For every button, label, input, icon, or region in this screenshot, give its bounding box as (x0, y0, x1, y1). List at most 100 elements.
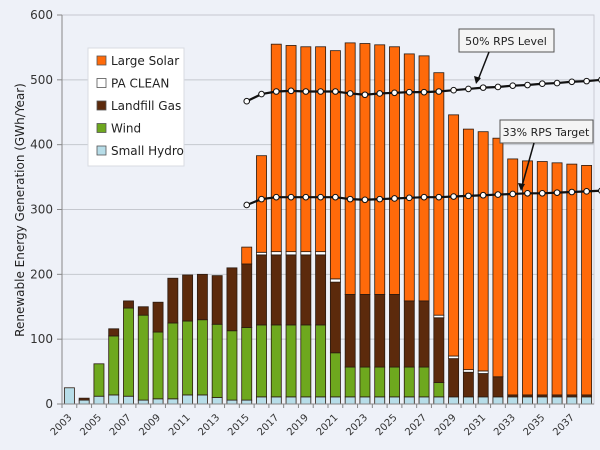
bar-segment-small-hydro (374, 396, 386, 405)
line-marker-50-rps-level (583, 77, 590, 85)
line-marker-33-rps-target (538, 189, 546, 197)
bar-segment-large-solar (315, 46, 327, 253)
line-marker-50-rps-level (568, 78, 576, 86)
bar-segment-wind (93, 363, 105, 397)
bar-stack-2037 (566, 163, 578, 405)
bar-segment-landfill-gas (270, 254, 282, 326)
bar-segment-wind (152, 331, 164, 400)
bar-segment-large-solar (477, 131, 489, 372)
bar-stack-2017 (270, 43, 282, 405)
bar-segment-small-hydro (581, 396, 593, 405)
bar-stack-2035 (536, 161, 548, 405)
bar-segment-wind (433, 382, 445, 398)
bar-segment-wind (137, 314, 149, 401)
legend-label: Large Solar (111, 54, 179, 68)
bar-stack-2021 (329, 50, 341, 405)
bar-segment-landfill-gas (182, 274, 194, 322)
bar-segment-landfill-gas (477, 373, 489, 398)
bar-segment-landfill-gas (418, 300, 430, 368)
bar-stack-2032 (492, 137, 504, 405)
line-marker-33-rps-target (553, 189, 561, 196)
bar-segment-large-solar (507, 158, 519, 396)
bar-segment-wind (270, 324, 282, 398)
bar-segment-landfill-gas (374, 294, 386, 368)
bar-segment-large-solar (492, 137, 504, 378)
bar-segment-small-hydro (226, 399, 238, 405)
line-marker-33-rps-target (583, 188, 590, 195)
y-tick-label: 0 (45, 397, 53, 411)
legend-swatch-small-hydro (96, 145, 107, 156)
bar-segment-small-hydro (300, 396, 312, 405)
annotation-50-rps-arrowhead (474, 76, 481, 84)
bar-segment-small-hydro (462, 396, 474, 405)
bar-segment-pa-clean (300, 251, 312, 256)
bar-segment-small-hydro (566, 396, 578, 405)
line-marker-50-rps-level (361, 91, 369, 99)
y-tick-label: 200 (30, 267, 53, 281)
bar-segment-small-hydro (63, 387, 75, 405)
line-marker-33-rps-target (376, 195, 384, 203)
bar-segment-large-solar (374, 44, 386, 295)
bar-segment-small-hydro (418, 396, 430, 405)
line-marker-50-rps-level (553, 79, 561, 87)
bar-segment-large-solar (389, 46, 400, 295)
bar-stack-2026 (403, 53, 415, 405)
line-marker-33-rps-target (332, 193, 339, 201)
bar-segment-pa-clean (315, 251, 327, 256)
bar-segment-small-hydro (108, 394, 120, 405)
line-marker-50-rps-level (435, 88, 443, 95)
bar-segment-large-solar (581, 165, 593, 396)
bar-segment-wind (196, 319, 208, 396)
legend-label: Landfill Gas (111, 99, 181, 113)
bar-segment-wind (123, 307, 134, 397)
line-marker-33-rps-target (258, 195, 265, 203)
y-axis-title: Renewable Energy Generation (GWh/Year) (13, 83, 27, 337)
bar-segment-small-hydro (492, 396, 504, 405)
annotation-33-rps-text: 33% RPS Target (503, 126, 590, 139)
line-marker-33-rps-target (450, 193, 457, 200)
bar-stack-2033 (507, 158, 519, 405)
bar-segment-small-hydro (344, 396, 356, 405)
bar-segment-wind (315, 324, 327, 398)
bar-stack-2011 (182, 274, 194, 405)
bars (63, 42, 593, 405)
bar-segment-landfill-gas (78, 397, 90, 401)
bar-segment-wind (344, 366, 356, 398)
line-marker-33-rps-target (287, 193, 295, 201)
bar-segment-small-hydro (389, 396, 400, 405)
bar-segment-large-solar (522, 160, 533, 396)
bar-segment-landfill-gas (344, 294, 356, 368)
bar-segment-small-hydro (285, 396, 297, 405)
bar-segment-pa-clean (285, 251, 297, 256)
bar-segment-small-hydro (196, 394, 208, 405)
bar-segment-small-hydro (507, 396, 519, 405)
bar-segment-landfill-gas (462, 371, 474, 398)
line-marker-50-rps-level (302, 88, 310, 95)
bar-segment-large-solar (566, 163, 578, 396)
y-tick-label: 400 (30, 138, 53, 152)
line-marker-33-rps-target (346, 195, 354, 203)
bar-segment-wind (241, 327, 253, 401)
y-tick-label: 300 (30, 203, 53, 217)
bar-segment-large-solar (300, 46, 312, 253)
bar-segment-small-hydro (241, 399, 253, 405)
bar-segment-pa-clean (329, 278, 341, 283)
line-marker-33-rps-target (509, 190, 517, 198)
legend-label: PA CLEAN (111, 77, 169, 91)
bar-segment-landfill-gas (300, 254, 312, 326)
legend-label: Small Hydro (111, 144, 184, 158)
bar-stack-2016 (256, 155, 267, 405)
bar-stack-2006 (108, 328, 120, 405)
bar-segment-large-solar (403, 53, 415, 302)
bar-segment-landfill-gas (196, 273, 208, 321)
bar-stack-2034 (522, 160, 533, 405)
bar-segment-landfill-gas (108, 328, 120, 337)
bar-segment-landfill-gas (137, 306, 149, 316)
line-marker-33-rps-target (494, 191, 502, 198)
bar-segment-small-hydro (152, 398, 164, 405)
rps-lines (243, 76, 600, 209)
bar-stack-2018 (285, 45, 297, 405)
annotation-33-rps: 33% RPS Target (499, 119, 594, 191)
bar-stack-2020 (315, 46, 327, 405)
line-marker-33-rps-target (272, 193, 280, 201)
